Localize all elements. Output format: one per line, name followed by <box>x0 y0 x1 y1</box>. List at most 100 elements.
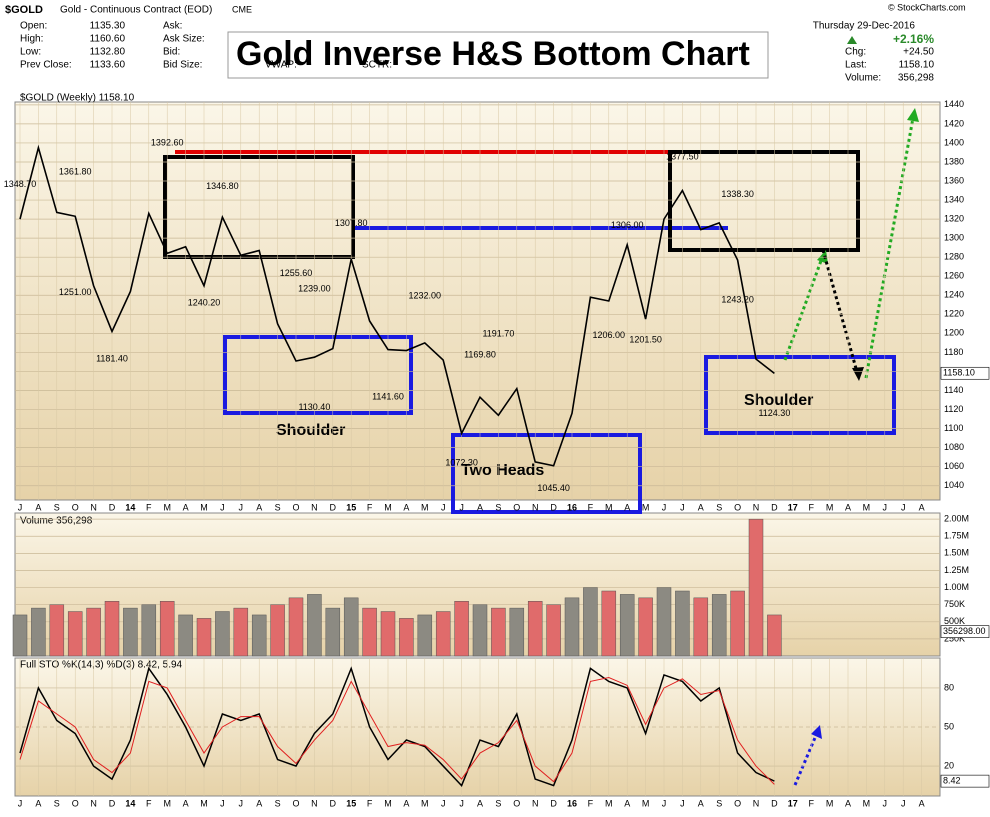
note: Shoulder <box>744 392 813 409</box>
x-tick-label: A <box>403 798 409 808</box>
x-tick-label: F <box>367 798 373 808</box>
x-tick-label: N <box>532 502 539 512</box>
bar <box>325 607 341 657</box>
price-annotation: 1240.20 <box>188 297 221 307</box>
y-tick-label: 1440 <box>944 99 964 109</box>
x-tick-label: N <box>753 502 760 512</box>
last-tag-label: 1158.10 <box>943 368 975 378</box>
field-label: SCTR: <box>362 60 392 71</box>
x-tick-label: J <box>441 502 446 512</box>
x-tick-label: J <box>18 502 23 512</box>
field-label: High: <box>20 34 43 45</box>
field-label: Ask: <box>163 21 182 32</box>
field-label: Volume: <box>845 73 881 84</box>
y-tick-label: 1320 <box>944 213 964 223</box>
box <box>668 150 860 252</box>
bar <box>141 604 157 657</box>
field-label: Open: <box>20 21 47 32</box>
x-tick-label: D <box>330 798 337 808</box>
y-tick-label: 500K <box>944 616 965 626</box>
bar <box>454 601 469 657</box>
last-tag <box>940 366 990 380</box>
bar <box>509 607 525 657</box>
x-tick-label: A <box>624 798 630 808</box>
line <box>19 144 775 467</box>
price-annotation: 1045.40 <box>537 483 570 493</box>
x-tick-label: A <box>919 502 925 512</box>
bar <box>12 614 28 657</box>
x-tick-label: N <box>532 798 539 808</box>
box <box>451 433 642 514</box>
bar <box>215 611 230 657</box>
x-tick-label: J <box>441 798 446 808</box>
x-tick-label: D <box>330 502 337 512</box>
x-tick-label: A <box>403 502 409 512</box>
x-tick-label: A <box>624 502 630 512</box>
panel-title: Full STO %K(14,3) %D(3) 8.42, 5.94 <box>20 660 183 671</box>
price-annotation: 1361.80 <box>59 167 92 177</box>
title-box <box>227 31 769 79</box>
header: $GOLD Gold - Continuous Contract (EOD) C… <box>5 2 966 79</box>
y-tick-label: 1360 <box>944 175 964 185</box>
bar <box>343 597 359 657</box>
x-tick-label: N <box>311 798 318 808</box>
y-tick-label: 1140 <box>944 385 963 395</box>
y-tick-label: 1240 <box>944 290 964 300</box>
symbol: $GOLD <box>5 4 43 16</box>
x-tick-label: J <box>459 798 464 808</box>
change-pct: +2.16% <box>893 32 934 46</box>
x-tick-label: 14 <box>125 502 135 512</box>
field-value: 1135.30 <box>90 21 126 32</box>
price-annotation: 1191.70 <box>482 329 514 339</box>
bar <box>656 587 672 657</box>
bar <box>730 590 745 657</box>
x-tick-label: O <box>292 798 299 808</box>
x-tick-label: M <box>863 502 871 512</box>
bar <box>233 607 249 657</box>
x-tick-label: 16 <box>567 798 577 808</box>
bar <box>601 590 617 657</box>
y-tick-label: 1300 <box>944 233 964 243</box>
price-annotation: 1130.40 <box>298 402 330 412</box>
price-annotation: 1169.80 <box>464 350 496 360</box>
x-tick-label: J <box>459 502 464 512</box>
y-tick-label: 1280 <box>944 252 964 262</box>
last-tag <box>940 625 990 638</box>
panel-title: Volume 356,298 <box>20 516 93 527</box>
x-tick-label: O <box>292 502 299 512</box>
y-tick-label: 250K <box>944 633 965 643</box>
x-tick-label: S <box>495 502 501 512</box>
bar <box>31 607 46 657</box>
arrow <box>783 257 824 361</box>
panel-title: $GOLD (Weekly) 1158.10 <box>20 93 135 104</box>
bar <box>675 590 690 657</box>
field-value: 1158.10 <box>899 60 935 71</box>
price-annotation: 1307.80 <box>335 218 368 228</box>
y-tick-label: 50 <box>944 721 954 731</box>
x-tick-label: J <box>901 502 906 512</box>
y-tick-label: 1060 <box>944 461 964 471</box>
x-tick-label: J <box>883 798 888 808</box>
bar <box>380 611 396 657</box>
field-label: Low: <box>20 47 41 58</box>
price-annotation: 1239.00 <box>298 284 331 294</box>
x-tick-label: J <box>239 798 244 808</box>
y-tick-label: 1120 <box>944 404 963 414</box>
x-tick-label: M <box>163 502 171 512</box>
field-label: Prev Close: <box>20 60 72 71</box>
x-tick-label: A <box>35 798 41 808</box>
x-tick-label: A <box>256 502 262 512</box>
y-tick-label: 2.00M <box>944 514 969 524</box>
last-tag <box>940 774 990 788</box>
x-tick-label: O <box>513 502 520 512</box>
y-tick-label: 1080 <box>944 442 964 452</box>
price-annotation: 1251.00 <box>59 287 92 297</box>
line <box>19 677 775 785</box>
note: Shoulder <box>276 422 345 439</box>
price-annotation: 1243.20 <box>721 295 754 305</box>
description: Gold - Continuous Contract (EOD) <box>60 5 212 16</box>
x-tick-label: M <box>421 502 429 512</box>
x-tick-label: J <box>220 502 225 512</box>
x-tick-label: N <box>753 798 760 808</box>
x-tick-label: 15 <box>346 502 356 512</box>
